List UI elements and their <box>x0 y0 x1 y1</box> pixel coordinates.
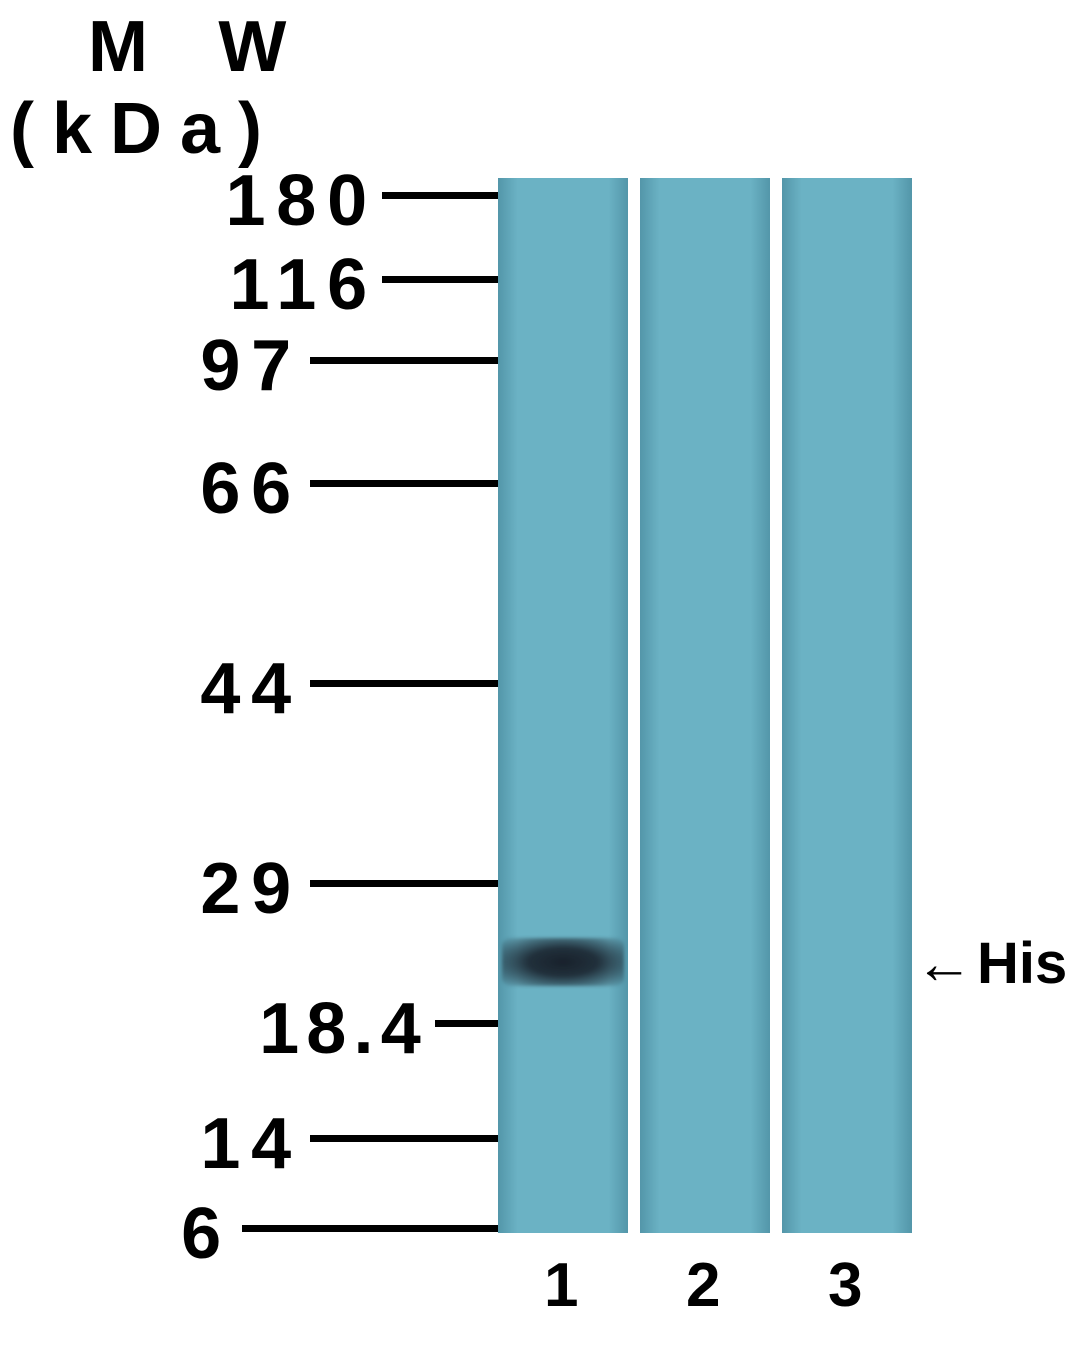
tick-line-44 <box>310 680 498 687</box>
band-his-lane1 <box>502 938 624 986</box>
lane-number-3: 3 <box>828 1250 862 1321</box>
arrow-left-icon: ← <box>915 930 973 997</box>
tick-line-29 <box>310 880 498 887</box>
tick-line-14 <box>310 1135 498 1142</box>
tick-label-14: 14 <box>200 1103 302 1185</box>
lane-number-1: 1 <box>544 1250 578 1321</box>
tick-line-6 <box>242 1225 498 1232</box>
mw-label-line1: M W <box>88 6 312 88</box>
tick-label-116: 116 <box>229 244 378 326</box>
band-annotation: ← His <box>915 930 1067 997</box>
tick-label-44: 44 <box>200 648 302 730</box>
tick-line-116 <box>382 276 498 283</box>
lane-2 <box>640 178 770 1233</box>
lane-separator-1-2 <box>628 178 640 1233</box>
tick-label-29: 29 <box>200 848 302 930</box>
lane-separator-2-3 <box>770 178 782 1233</box>
tick-label-66: 66 <box>200 448 302 530</box>
lane-3 <box>782 178 912 1233</box>
tick-line-66 <box>310 480 498 487</box>
tick-label-18-4: 18.4 <box>259 988 428 1070</box>
tick-label-97: 97 <box>200 325 302 407</box>
tick-line-18-4 <box>435 1020 498 1027</box>
annotation-label: His <box>977 930 1067 997</box>
lane-number-2: 2 <box>686 1250 720 1321</box>
tick-label-6: 6 <box>181 1193 232 1275</box>
tick-line-97 <box>310 357 498 364</box>
tick-label-180: 180 <box>225 160 378 242</box>
tick-line-180 <box>382 192 498 199</box>
lane-1 <box>498 178 628 1233</box>
mw-label-line2: (kDa) <box>10 88 280 170</box>
